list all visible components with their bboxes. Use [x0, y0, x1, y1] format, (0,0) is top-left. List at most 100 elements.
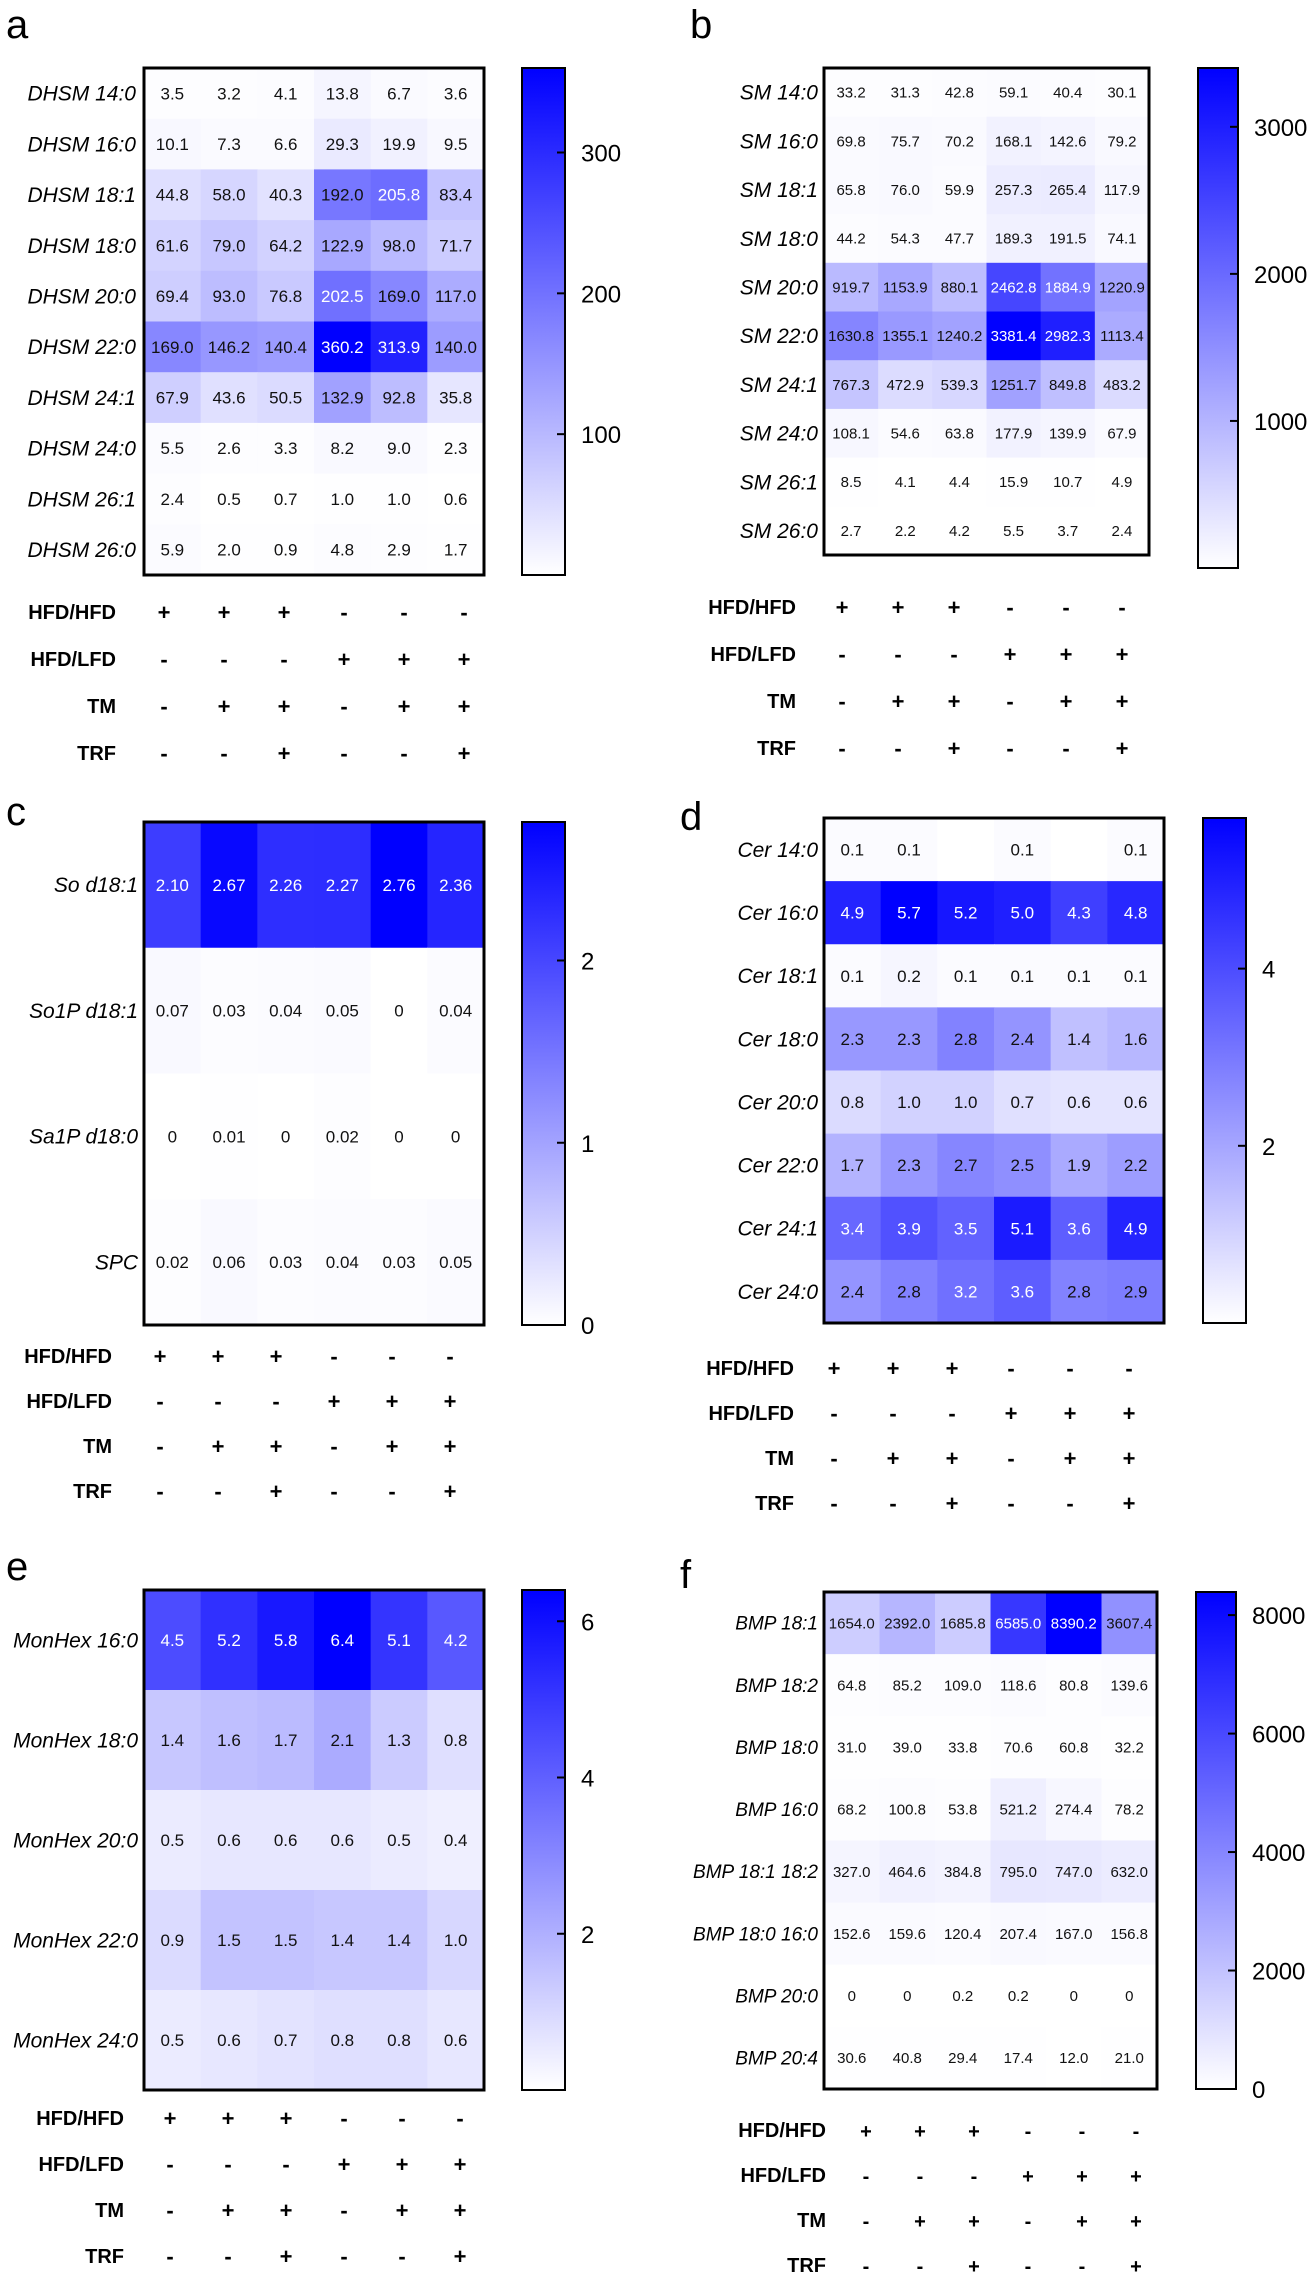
cell-value: 1654.0	[829, 1615, 875, 1632]
minus-sign: -	[156, 1479, 163, 1504]
cell-value: 0.03	[212, 1002, 245, 1021]
plus-sign: +	[270, 1344, 283, 1369]
cell-value: 3381.4	[991, 328, 1037, 345]
colorbar-tick-label: 200	[581, 281, 621, 308]
minus-sign: -	[1007, 1491, 1014, 1516]
cell-value: 0.1	[841, 841, 865, 860]
cell-value: 100.8	[888, 1802, 926, 1819]
heatmap-cell	[1046, 2026, 1102, 2090]
plus-sign: +	[454, 2198, 467, 2223]
row-label: MonHex 22:0	[13, 1929, 138, 1952]
cell-value: 0.6	[1067, 1093, 1091, 1112]
minus-sign: -	[1007, 1446, 1014, 1471]
cell-value: 4.3	[1067, 904, 1091, 923]
cell-value: 0.1	[954, 967, 978, 986]
plus-sign: +	[396, 2198, 409, 2223]
cell-value: 0.6	[444, 2031, 468, 2050]
cell-value: 5.5	[1003, 523, 1024, 540]
row-label: SM 22:0	[740, 325, 819, 348]
cell-value: 0.8	[331, 2031, 355, 2050]
heatmap-cell	[879, 2026, 936, 2090]
minus-sign: -	[282, 2152, 289, 2177]
heatmap-cell	[937, 1007, 995, 1071]
heatmap-cell	[257, 524, 315, 576]
heatmap-cell	[427, 1073, 485, 1200]
heatmap-cell	[824, 262, 879, 312]
minus-sign: -	[863, 2211, 870, 2233]
heatmap-cell	[144, 1690, 202, 1791]
cell-value: 3.2	[954, 1282, 978, 1301]
factor-label: HFD/HFD	[708, 597, 796, 619]
plus-sign: +	[1022, 2166, 1034, 2188]
heatmap-frame	[822, 1590, 1159, 2091]
heatmap-cell	[935, 1716, 991, 1779]
heatmap-cell	[257, 321, 315, 373]
heatmap-cell	[1040, 214, 1096, 264]
cell-value: 59.9	[945, 182, 974, 199]
cell-value: 767.3	[832, 377, 870, 394]
minus-sign: -	[863, 2256, 870, 2274]
cell-value: 2.26	[269, 876, 302, 895]
minus-sign: -	[1062, 595, 1069, 620]
heatmap-cell	[824, 1902, 880, 1966]
heatmap-cell	[880, 944, 938, 1008]
heatmap-cell	[880, 881, 938, 945]
colorbar-tick-label: 1	[581, 1131, 594, 1158]
heatmap-cell	[824, 2026, 880, 2090]
heatmap-cell	[257, 1690, 315, 1791]
heatmap-cell	[824, 944, 882, 1008]
heatmap-cell	[1101, 1778, 1158, 1841]
heatmap-cell	[370, 947, 428, 1074]
heatmap-cell	[879, 1964, 936, 2028]
colorbar-tick-label: 6	[581, 1609, 594, 1636]
cell-value: 1.6	[1124, 1030, 1148, 1049]
heatmap-cell	[314, 524, 372, 576]
plus-sign: +	[212, 1434, 225, 1459]
cell-value: 2.8	[1067, 1282, 1091, 1301]
cell-value: 152.6	[833, 1926, 871, 1943]
minus-sign: -	[1118, 595, 1125, 620]
plus-sign: +	[444, 1479, 457, 1504]
cell-value: 0.9	[161, 1931, 185, 1950]
cell-value: 0.5	[387, 1831, 411, 1850]
plus-sign: +	[946, 1491, 959, 1516]
heatmap-cell	[994, 1259, 1052, 1324]
heatmap-cell	[1101, 2026, 1158, 2090]
heatmap-cell	[824, 881, 882, 945]
cell-value: 0.8	[841, 1093, 865, 1112]
minus-sign: -	[398, 2106, 405, 2131]
colorbar-tick-label: 8000	[1252, 1603, 1305, 1630]
heatmap-cell	[1046, 1654, 1102, 1717]
heatmap-cell	[1040, 311, 1096, 361]
heatmap-cell	[879, 1840, 936, 1904]
cell-value: 10.7	[1053, 474, 1082, 491]
heatmap-cell	[1046, 1716, 1102, 1779]
cell-value: 60.8	[1059, 1740, 1088, 1757]
minus-sign: -	[456, 2106, 463, 2131]
heatmap-cell	[824, 116, 879, 166]
heatmap-cell	[932, 408, 987, 459]
cell-value: 140.0	[434, 338, 477, 357]
minus-sign: -	[400, 741, 407, 766]
heatmap-cell	[144, 1590, 202, 1691]
heatmap-cell	[144, 1790, 202, 1891]
heatmap-cell	[986, 457, 1042, 507]
cell-value: 3.3	[274, 439, 298, 458]
cell-value: 0.02	[326, 1127, 359, 1146]
heatmap-cell	[200, 68, 258, 120]
cell-value: 3.6	[1011, 1282, 1035, 1301]
heatmap-cell	[1107, 1259, 1165, 1324]
cell-value: 159.6	[888, 1926, 926, 1943]
heatmap-cell	[994, 1133, 1052, 1198]
heatmap-cell	[370, 1590, 428, 1691]
heatmap-cell	[427, 1890, 485, 1991]
heatmap-cell	[427, 321, 485, 373]
row-label: SM 14:0	[740, 82, 819, 105]
heatmap-cell	[994, 1196, 1052, 1261]
heatmap-cell	[937, 1133, 995, 1198]
cell-value: 0	[168, 1127, 177, 1146]
heatmap-cell	[937, 881, 995, 945]
plus-sign: +	[270, 1479, 283, 1504]
heatmap-cell	[200, 1890, 258, 1991]
heatmap-cell	[994, 1007, 1052, 1071]
